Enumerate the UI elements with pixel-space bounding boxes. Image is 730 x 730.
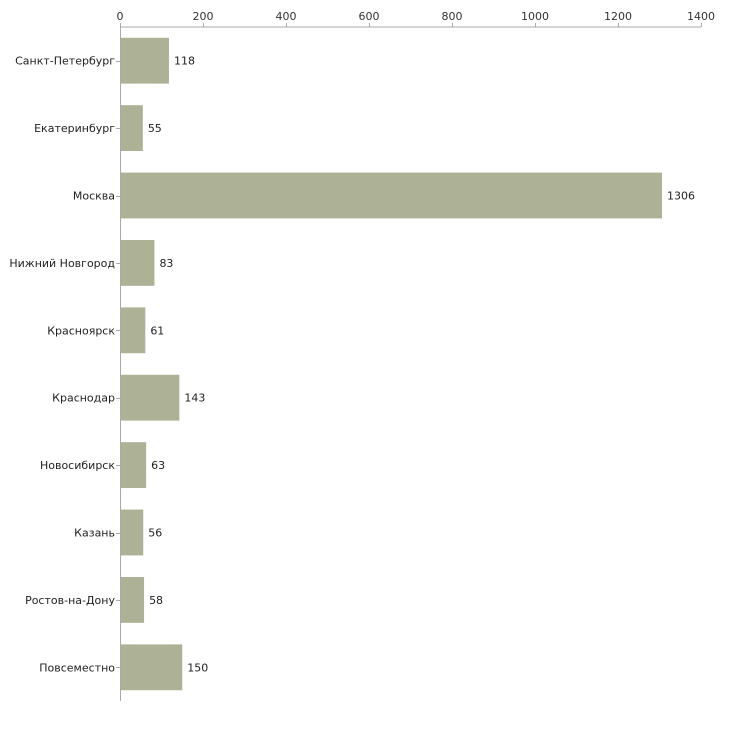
category-label: Новосибирск: [40, 459, 115, 472]
bar: [121, 442, 147, 489]
bar: [121, 374, 180, 421]
category-label: Краснодар: [52, 392, 115, 405]
bar: [121, 172, 662, 219]
value-label: 56: [148, 527, 162, 540]
value-label: 55: [148, 122, 162, 135]
value-label: 118: [174, 55, 195, 68]
x-axis: 0 200 400 600 800 1000 1200 1400: [117, 10, 715, 28]
value-label: 61: [150, 324, 164, 337]
x-tick-label: 1000: [521, 10, 549, 23]
bar: [121, 239, 155, 286]
bar: [121, 37, 169, 84]
category-label: Москва: [73, 190, 115, 203]
y-axis: [116, 27, 121, 701]
x-tick-label: 0: [117, 10, 124, 23]
category-labels: Санкт-Петербург Екатеринбург Москва Нижний …: [9, 55, 115, 675]
category-label: Красноярск: [47, 324, 115, 337]
bar: [121, 105, 143, 152]
x-tick-label: 200: [193, 10, 214, 23]
category-label: Санкт-Петербург: [15, 55, 115, 68]
category-label: Екатеринбург: [34, 122, 115, 135]
x-tick-label: 1200: [604, 10, 632, 23]
x-tick-label: 400: [276, 10, 297, 23]
bar: [121, 644, 183, 691]
value-label: 63: [151, 459, 165, 472]
x-tick-label: 600: [359, 10, 380, 23]
value-labels: 118 55 1306 83 61 143 63 56 58 150: [148, 55, 695, 675]
bar: [121, 509, 144, 556]
value-label: 58: [149, 594, 163, 607]
category-label: Повсеместно: [39, 661, 115, 674]
bar: [121, 307, 146, 354]
category-label: Ростов-на-Дону: [25, 594, 115, 607]
value-label: 1306: [667, 190, 695, 203]
value-label: 143: [184, 392, 205, 405]
value-label: 83: [159, 257, 173, 270]
bar: [121, 576, 145, 623]
x-tick-label: 1400: [687, 10, 715, 23]
category-label: Нижний Новгород: [9, 257, 115, 270]
x-tick-label: 800: [442, 10, 463, 23]
value-label: 150: [187, 661, 208, 674]
bars: [121, 37, 662, 691]
category-label: Казань: [74, 527, 115, 540]
